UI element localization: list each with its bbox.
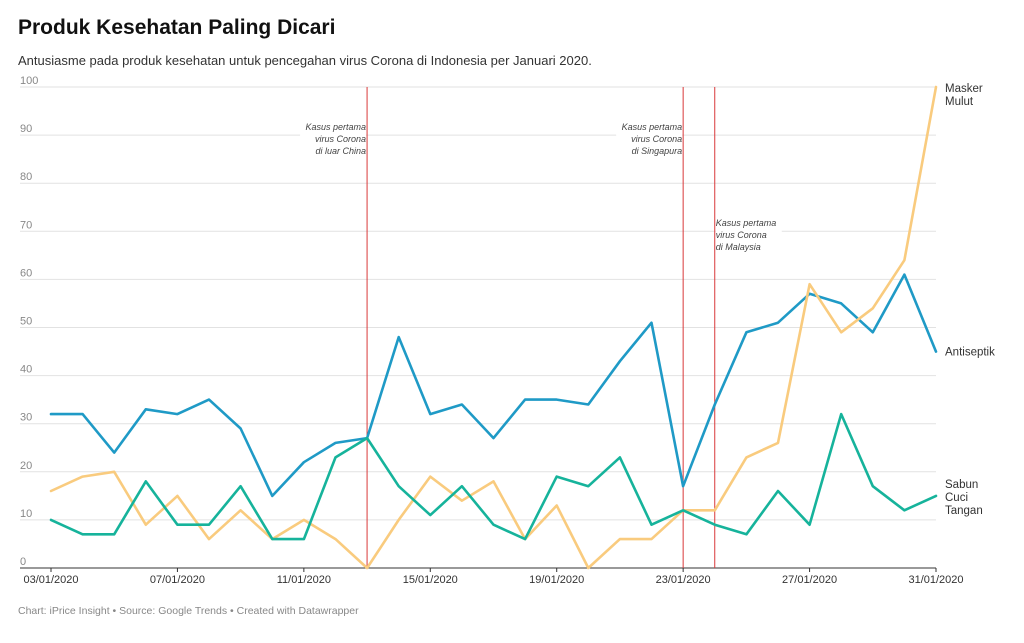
x-tick-label: 11/01/2020 bbox=[277, 574, 331, 586]
y-tick-label: 20 bbox=[20, 460, 32, 472]
annotation-bg bbox=[616, 145, 683, 157]
annotation-bg bbox=[300, 133, 367, 145]
annotation-text: Kasus pertama bbox=[622, 122, 683, 132]
x-tick-label: 07/01/2020 bbox=[150, 574, 205, 586]
annotation-text: Kasus pertama bbox=[716, 218, 777, 228]
annotation-text: di Singapura bbox=[632, 146, 683, 156]
chart-title: Produk Kesehatan Paling Dicari bbox=[18, 16, 336, 39]
series-label: Masker bbox=[945, 83, 983, 95]
annotation-text: Kasus pertama bbox=[306, 122, 367, 132]
y-tick-label: 40 bbox=[20, 364, 32, 376]
annotation-bg bbox=[715, 229, 782, 241]
chart-footer: Chart: iPrice Insight • Source: Google T… bbox=[18, 605, 359, 617]
annotation-text: virus Corona bbox=[716, 230, 767, 240]
annotation-text: di Malaysia bbox=[716, 242, 761, 252]
x-tick-label: 23/01/2020 bbox=[656, 574, 711, 586]
series-label: Sabun bbox=[945, 479, 978, 491]
x-tick-label: 19/01/2020 bbox=[529, 574, 584, 586]
annotation-text: virus Corona bbox=[315, 134, 366, 144]
series-line-sabun-cuci-tangan bbox=[49, 412, 938, 541]
x-tick-label: 27/01/2020 bbox=[782, 574, 837, 586]
y-tick-label: 0 bbox=[20, 556, 26, 568]
series-label: Mulut bbox=[945, 96, 974, 108]
series-label: Cuci bbox=[945, 492, 968, 504]
x-tick-label: 31/01/2020 bbox=[908, 574, 963, 586]
annotation-bg bbox=[300, 121, 367, 133]
series-label: Tangan bbox=[945, 505, 983, 517]
annotation-bg bbox=[300, 145, 367, 157]
y-tick-label: 70 bbox=[20, 219, 32, 231]
x-tick-label: 03/01/2020 bbox=[23, 574, 78, 586]
y-tick-label: 90 bbox=[20, 123, 32, 135]
annotation-bg bbox=[616, 121, 683, 133]
annotation-bg bbox=[616, 133, 683, 145]
y-tick-label: 10 bbox=[20, 508, 32, 520]
annotation-bg bbox=[715, 241, 782, 253]
series-line-antiseptik bbox=[49, 273, 938, 498]
chart-subtitle: Antusiasme pada produk kesehatan untuk p… bbox=[18, 53, 592, 68]
y-tick-label: 60 bbox=[20, 267, 32, 279]
y-tick-label: 100 bbox=[20, 75, 38, 87]
annotation-bg bbox=[715, 217, 782, 229]
y-tick-label: 80 bbox=[20, 171, 32, 183]
x-tick-label: 15/01/2020 bbox=[403, 574, 458, 586]
annotation-text: virus Corona bbox=[631, 134, 682, 144]
series-label: Antiseptik bbox=[945, 347, 995, 359]
y-tick-label: 30 bbox=[20, 412, 32, 424]
y-tick-label: 50 bbox=[20, 316, 32, 328]
annotation-text: di luar China bbox=[316, 146, 367, 156]
